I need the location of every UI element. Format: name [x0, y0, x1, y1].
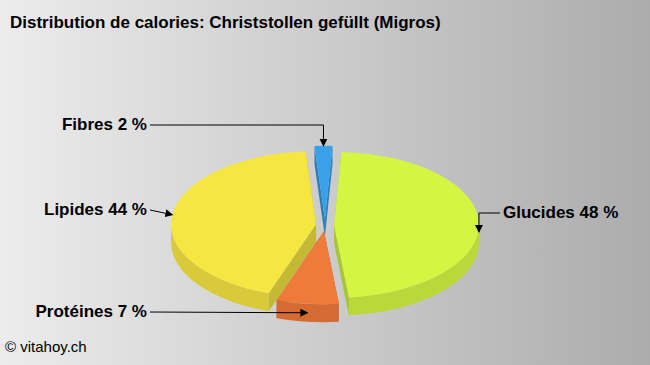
value-label: 7 %: [113, 302, 147, 321]
category-label: Lipides: [44, 200, 104, 219]
slice: [334, 152, 479, 298]
leader-line: [479, 213, 500, 232]
leader-line: [150, 125, 323, 146]
title: Distribution de calories: Christstollen …: [10, 13, 441, 32]
slice-label: Glucides 48 %: [503, 203, 618, 222]
category-label: Fibres: [62, 115, 113, 134]
value-label: 48 %: [575, 203, 618, 222]
leader-line: [150, 312, 307, 314]
slice-label: Protéines 7 %: [35, 302, 147, 321]
slice: [171, 151, 316, 293]
slice-label: Lipides 44 %: [44, 200, 147, 219]
leader-line: [150, 210, 172, 215]
category-label: Protéines: [35, 302, 112, 321]
background: [0, 0, 650, 365]
slice-label: Fibres 2 %: [62, 115, 147, 134]
pie: [171, 146, 479, 323]
chart: Distribution de calories: Christstollen …: [0, 0, 650, 365]
value-label: 2 %: [113, 115, 147, 134]
slice: [314, 146, 332, 219]
category-label: Glucides: [503, 203, 575, 222]
source: © vitahoy.ch: [5, 338, 87, 355]
value-label: 44 %: [104, 200, 147, 219]
